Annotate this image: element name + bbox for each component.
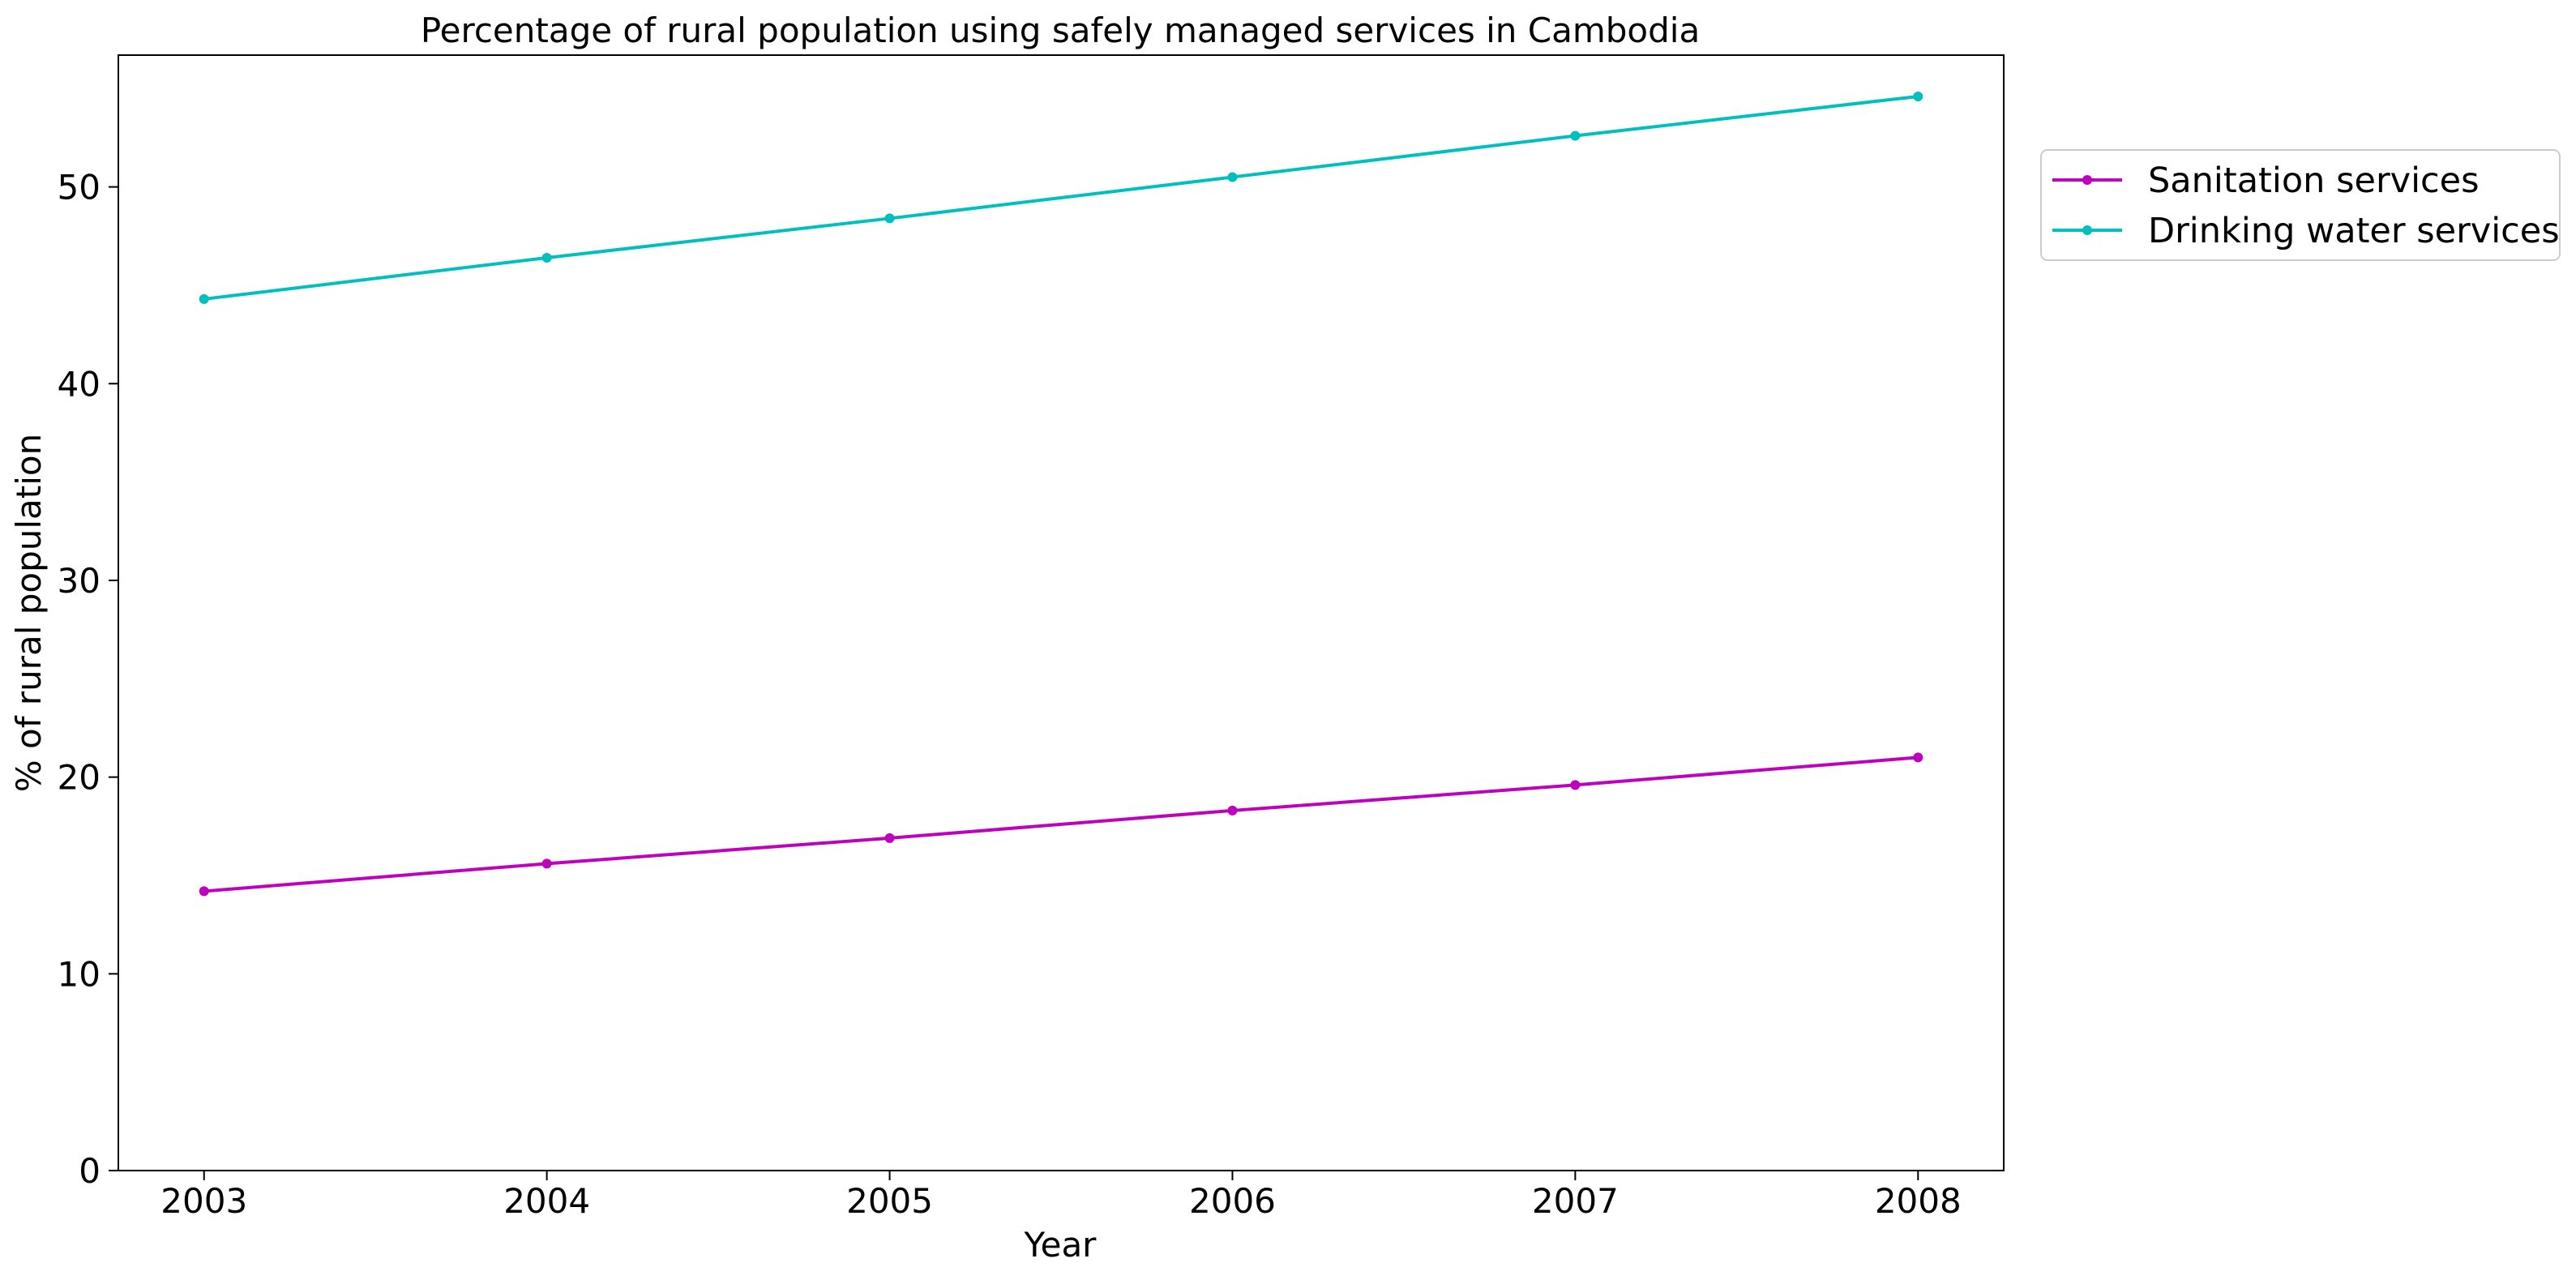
data-point bbox=[884, 213, 895, 224]
x-tick-label: 2008 bbox=[1875, 1181, 1962, 1221]
legend-box bbox=[2040, 149, 2561, 261]
x-tick-label: 2003 bbox=[160, 1181, 247, 1221]
series-layer bbox=[199, 91, 1923, 897]
y-axis-label: % of rural population bbox=[9, 434, 49, 793]
y-tick-label: 50 bbox=[58, 168, 101, 208]
y-tick-label: 10 bbox=[58, 954, 101, 994]
legend: Sanitation services Drinking water servic… bbox=[2040, 149, 2561, 261]
legend-marker-1 bbox=[2082, 225, 2092, 235]
data-point bbox=[1570, 780, 1581, 790]
data-point bbox=[884, 833, 895, 843]
y-axis: 0 10 20 30 40 50 bbox=[58, 168, 118, 1191]
plot-area-frame bbox=[118, 54, 2005, 1171]
series-line-1 bbox=[203, 94, 1919, 301]
y-tick-label: 40 bbox=[58, 364, 101, 404]
y-tick-label: 0 bbox=[79, 1151, 101, 1191]
x-tick-label: 2004 bbox=[503, 1181, 590, 1221]
chart-title: Percentage of rural population using saf… bbox=[421, 11, 1700, 50]
data-point bbox=[1227, 805, 1238, 816]
x-axis: 2003 2004 2005 2006 2007 2008 bbox=[160, 1171, 1962, 1221]
legend-label-0: Sanitation services bbox=[2148, 161, 2480, 201]
data-point bbox=[1913, 91, 1923, 101]
y-tick-label: 30 bbox=[58, 561, 101, 601]
data-point bbox=[541, 252, 552, 263]
x-tick-label: 2007 bbox=[1532, 1181, 1619, 1221]
data-point bbox=[199, 886, 209, 897]
data-point bbox=[1913, 752, 1923, 763]
x-tick-label: 2006 bbox=[1189, 1181, 1276, 1221]
legend-label-1: Drinking water services bbox=[2148, 211, 2560, 251]
legend-marker-0 bbox=[2082, 175, 2092, 185]
x-axis-label: Year bbox=[1024, 1225, 1098, 1265]
data-point bbox=[1227, 172, 1238, 182]
data-point bbox=[1570, 131, 1581, 141]
data-point bbox=[541, 858, 552, 869]
x-tick-label: 2005 bbox=[846, 1181, 933, 1221]
series-line-0 bbox=[203, 756, 1919, 893]
y-tick-label: 20 bbox=[58, 758, 101, 798]
data-point bbox=[199, 293, 209, 304]
